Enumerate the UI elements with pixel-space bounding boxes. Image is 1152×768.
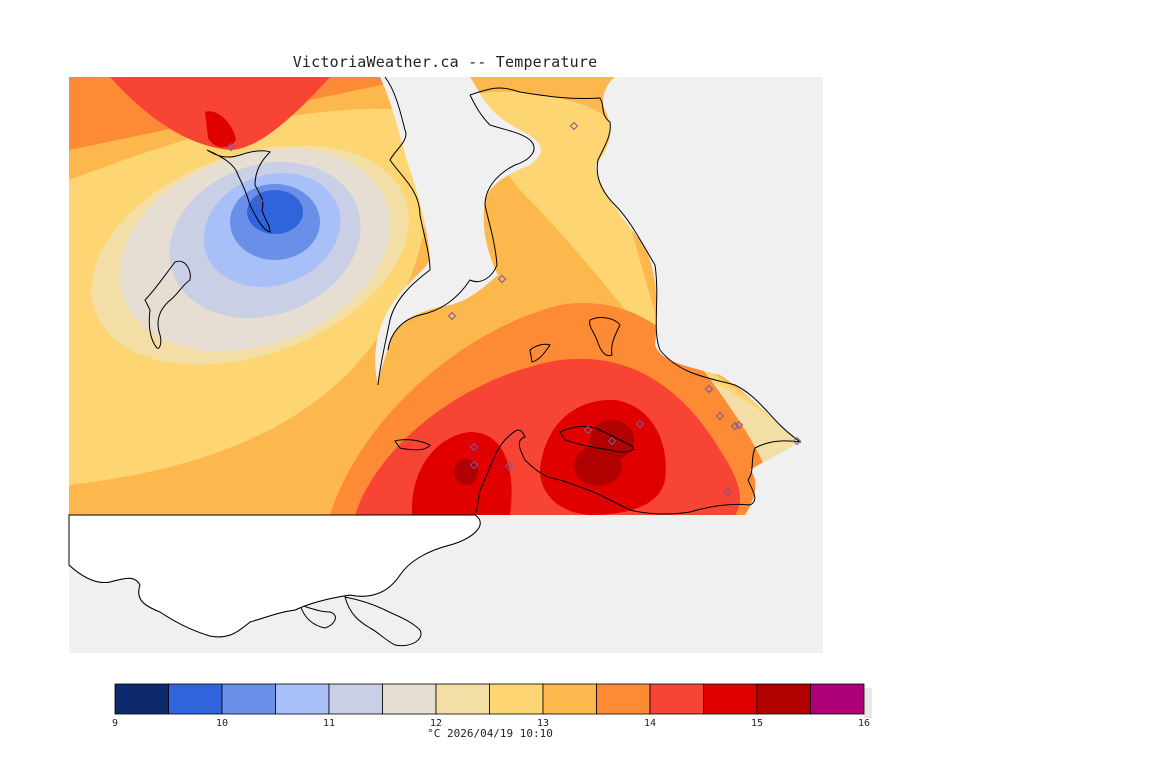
- station-marker: [730, 421, 740, 431]
- legend-bin: [114, 683, 169, 715]
- legend-caption: °C 2026/04/19 10:10: [0, 727, 980, 740]
- legend-tick-label: 13: [537, 718, 549, 729]
- legend-bin: [221, 683, 276, 715]
- legend-bin: [810, 683, 865, 715]
- legend-timestamp: 2026/04/19 10:10: [446, 727, 553, 740]
- station-marker: [704, 384, 714, 394]
- station-marker: [447, 311, 457, 321]
- legend-tick-label: 10: [216, 718, 228, 729]
- station-marker: [734, 420, 744, 430]
- legend-bin: [489, 683, 544, 715]
- legend-tick-label: 12: [430, 718, 442, 729]
- station-markers: [226, 121, 802, 497]
- station-marker: [504, 461, 514, 471]
- legend-bin: [275, 683, 330, 715]
- legend-tick-label: 16: [858, 718, 870, 729]
- water-areas: [375, 77, 823, 515]
- legend-bin: [435, 683, 490, 715]
- legend-bin: [649, 683, 704, 715]
- station-marker: [254, 196, 264, 206]
- legend-bin: [756, 683, 811, 715]
- station-marker: [226, 142, 236, 152]
- land-outside-data: [68, 514, 481, 638]
- legend-bin: [703, 683, 758, 715]
- legend-bin: [168, 683, 223, 715]
- legend-tick-label: 14: [644, 718, 656, 729]
- station-marker: [569, 121, 579, 131]
- legend-bin: [328, 683, 383, 715]
- station-marker: [607, 436, 617, 446]
- station-marker: [635, 419, 645, 429]
- station-marker: [792, 436, 802, 446]
- legend-unit: °C: [427, 727, 441, 740]
- legend-bin: [596, 683, 651, 715]
- station-marker: [469, 442, 479, 452]
- chart-title: VictoriaWeather.ca -- Temperature: [292, 53, 598, 71]
- contour-bands: [69, 77, 823, 515]
- legend-tick-label: 9: [112, 718, 118, 729]
- legend-tick-label: 15: [751, 718, 763, 729]
- station-marker: [497, 274, 507, 284]
- legend-tick-label: 11: [323, 718, 335, 729]
- station-marker: [469, 460, 479, 470]
- color-legend: 9 10 11 12 13 14 15 16: [112, 683, 872, 729]
- legend-shadow: [864, 688, 872, 718]
- station-marker: [715, 411, 725, 421]
- legend-bin: [382, 683, 437, 715]
- legend-bin: [542, 683, 597, 715]
- station-marker: [583, 425, 593, 435]
- station-marker: [723, 487, 733, 497]
